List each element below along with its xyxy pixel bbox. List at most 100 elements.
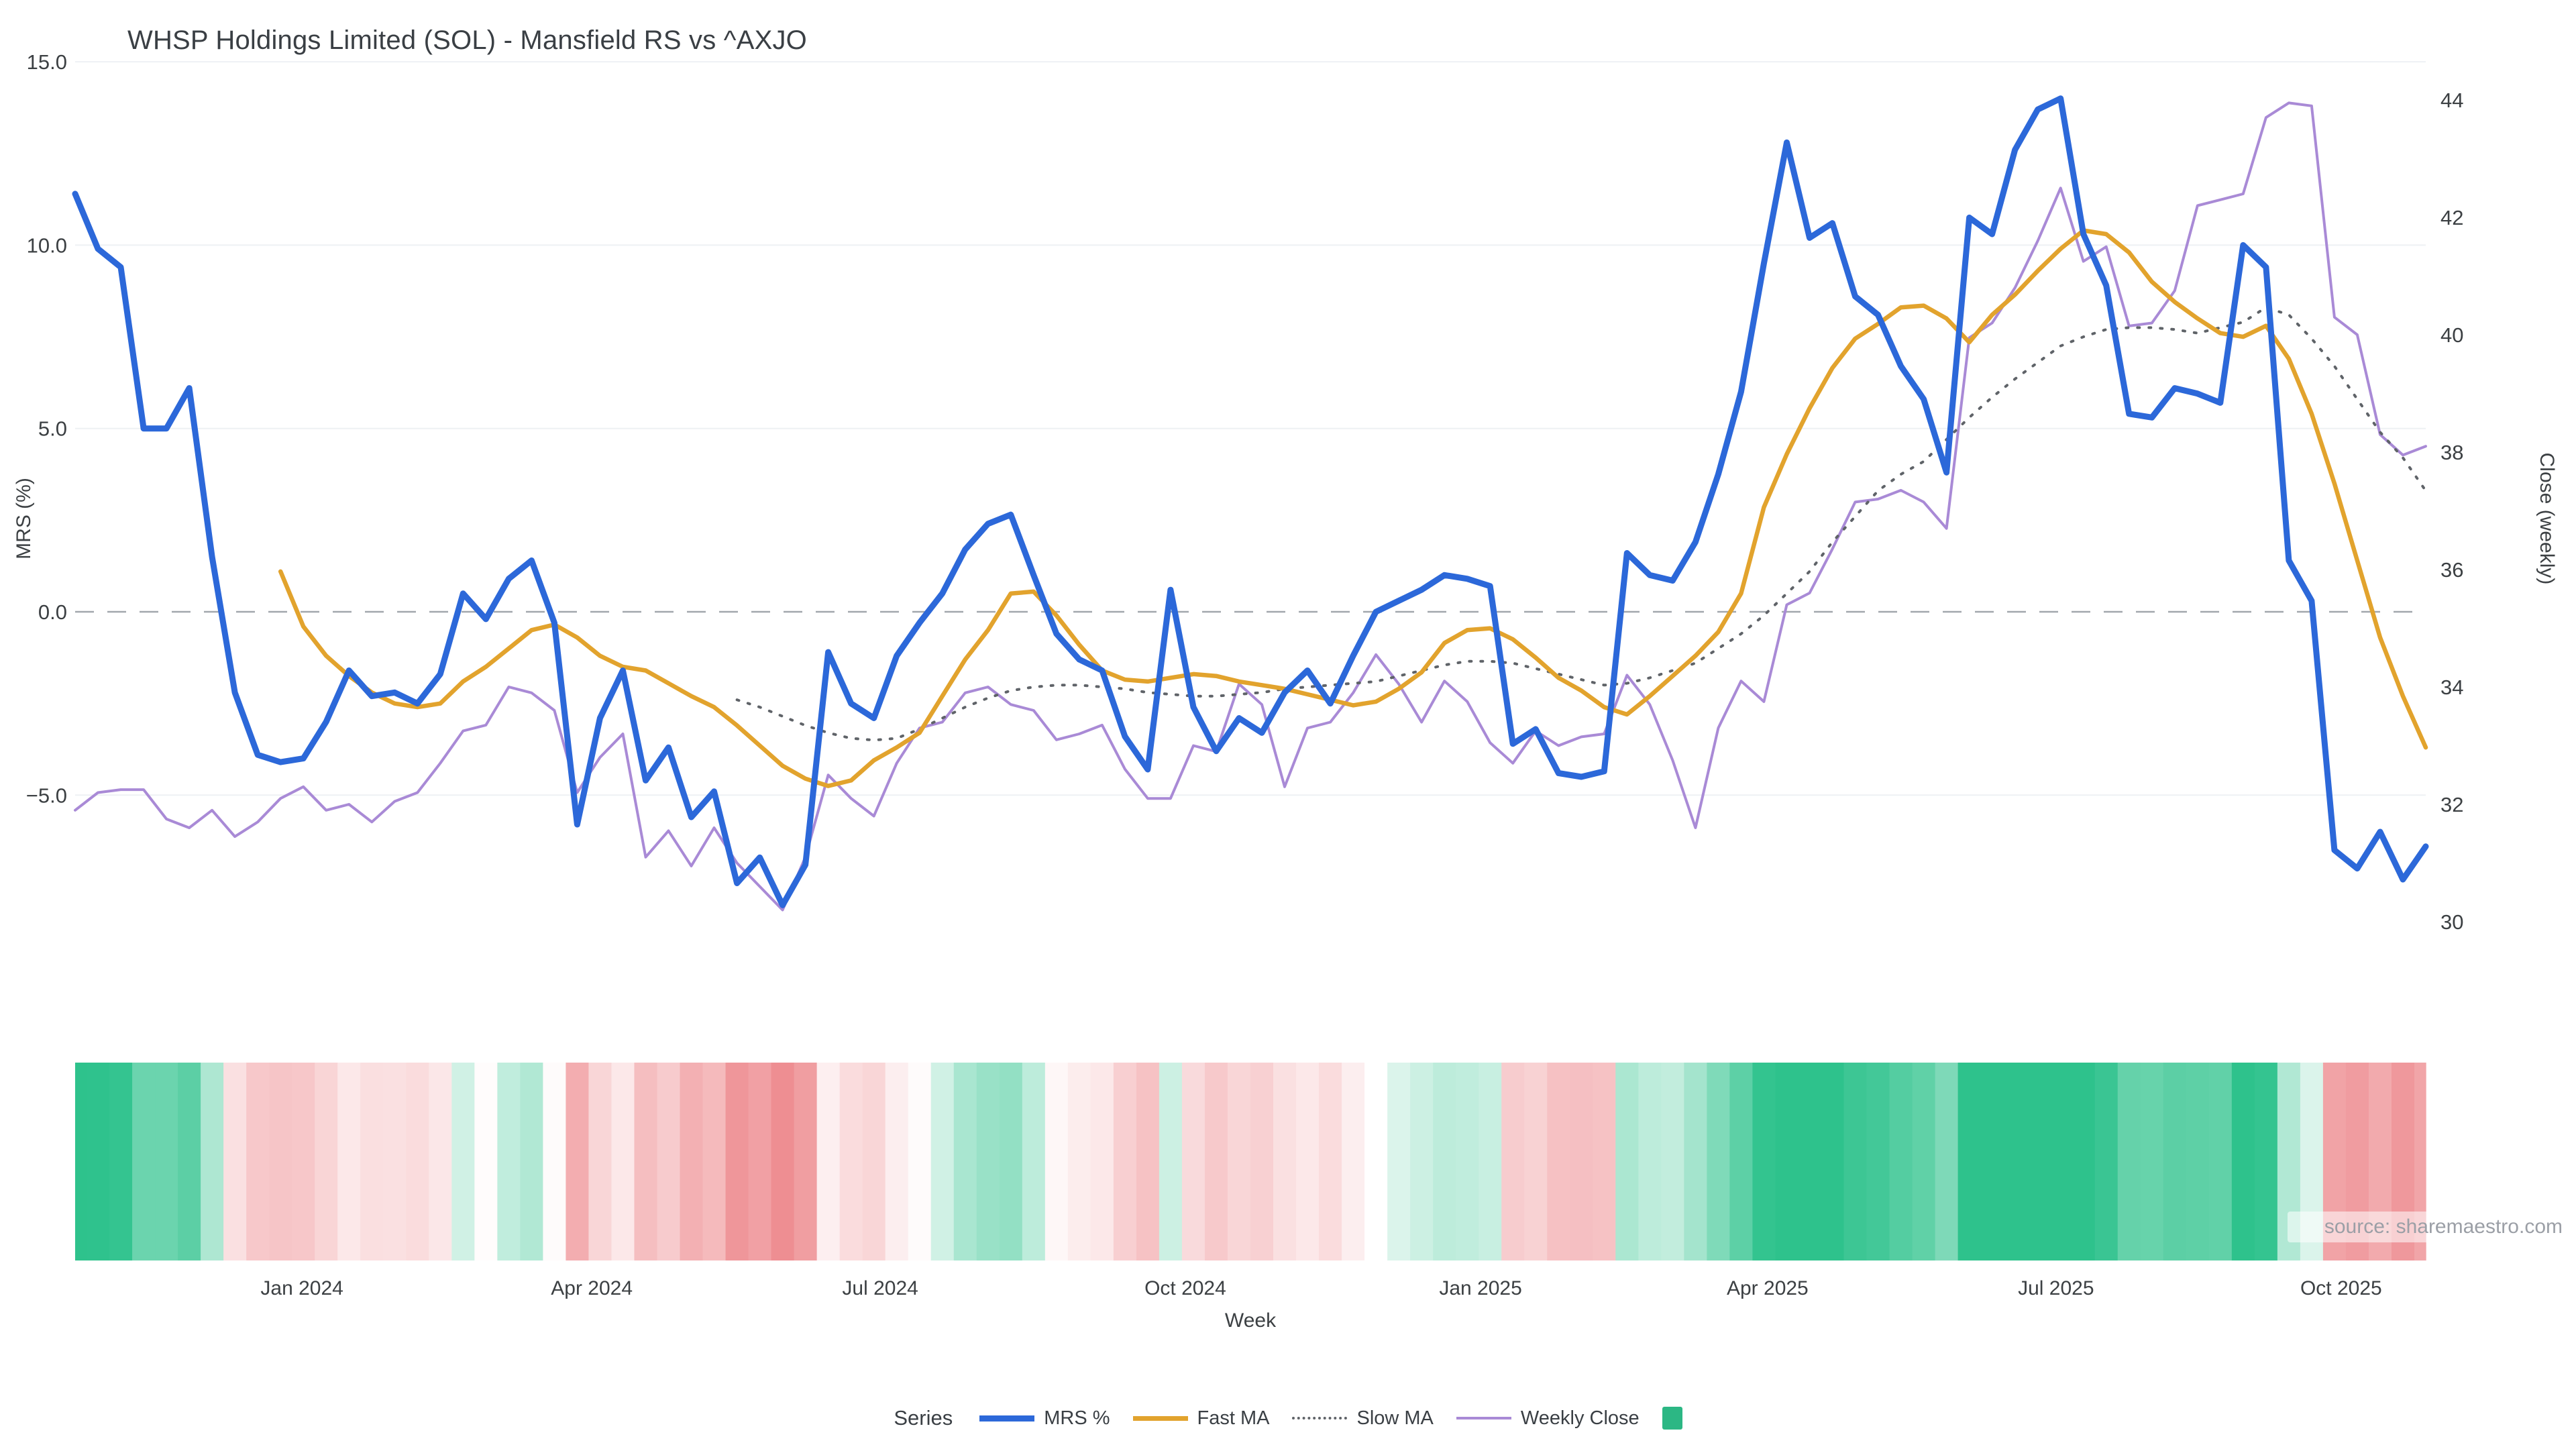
heatmap-band — [1866, 1063, 1890, 1260]
heatmap-band — [1227, 1063, 1251, 1260]
legend-item-label: Fast MA — [1197, 1407, 1270, 1429]
heatmap-band — [1067, 1063, 1091, 1260]
heatmap-band — [87, 1063, 110, 1260]
heatmap-band — [1889, 1063, 1913, 1260]
heatmap-band — [337, 1063, 361, 1260]
heatmap-band — [2414, 1063, 2426, 1260]
legend-item-fast-ma: Fast MA — [1132, 1407, 1270, 1430]
heatmap-band — [2049, 1063, 2073, 1260]
x-tick-label: Apr 2024 — [551, 1277, 633, 1299]
y-right-tick-label: 40 — [2440, 323, 2463, 347]
series-line-slow-ma — [735, 306, 2427, 742]
heatmap-band — [292, 1063, 315, 1260]
x-axis-title: Week — [1224, 1309, 1277, 1332]
heatmap-band — [2186, 1063, 2210, 1260]
heatmap-band — [269, 1063, 292, 1260]
heatmap-band — [201, 1063, 224, 1260]
legend-item-label: MRS % — [1044, 1407, 1110, 1429]
y-left-tick-label: 15.0 — [27, 50, 67, 74]
heatmap-band — [1204, 1063, 1228, 1260]
heatmap-band — [566, 1063, 590, 1260]
heatmap-band — [2072, 1063, 2096, 1260]
heatmap-band — [1479, 1063, 1502, 1260]
heatmap-band — [1159, 1063, 1183, 1260]
heatmap-strip — [75, 1063, 2426, 1260]
heatmap-band — [2140, 1063, 2164, 1260]
heatmap-band — [976, 1063, 1000, 1260]
legend-item-label: Weekly Close — [1520, 1407, 1640, 1429]
heatmap-band — [2254, 1063, 2278, 1260]
heatmap-band — [1181, 1063, 1205, 1260]
heatmap-band — [451, 1063, 476, 1260]
heatmap-band — [2026, 1063, 2050, 1260]
heatmap-band — [999, 1063, 1023, 1260]
y-axis-right-title: Close (weekly) — [2536, 452, 2558, 585]
x-tick-label: Jan 2024 — [260, 1277, 343, 1299]
heatmap-band — [1821, 1063, 1845, 1260]
heatmap-band — [816, 1063, 841, 1260]
heatmap-band — [839, 1063, 863, 1260]
heatmap-band — [1798, 1063, 1822, 1260]
y-left-tick-label: 5.0 — [38, 417, 67, 441]
weekly-close-swatch — [1456, 1417, 1511, 1419]
heatmap-band — [1570, 1063, 1593, 1260]
heatmap-band — [1387, 1063, 1411, 1260]
legend-title: Series — [894, 1406, 953, 1430]
heatmap-band — [1843, 1063, 1868, 1260]
heatmap-band — [1433, 1063, 1456, 1260]
heatmap-band — [497, 1063, 521, 1260]
series-line-weekly-close — [74, 101, 2427, 912]
heatmap-band — [474, 1063, 498, 1260]
heatmap-band — [2117, 1063, 2141, 1260]
heatmap-band — [1410, 1063, 1434, 1260]
heatmap-band — [1250, 1063, 1274, 1260]
source-credit: source: sharemaestro.com — [2288, 1212, 2569, 1242]
heatmap-band — [246, 1063, 270, 1260]
y-right-tick-label: 34 — [2440, 676, 2463, 699]
heatmap-band — [2208, 1063, 2233, 1260]
heatmap-band — [1707, 1063, 1731, 1260]
heatmap-band — [1684, 1063, 1708, 1260]
heatmap-band — [360, 1063, 384, 1260]
legend: Series MRS % Fast MA Slow MA Weekly Close — [0, 1406, 2576, 1430]
y-left-tick-label: 10.0 — [27, 233, 67, 257]
legend-item-label: Slow MA — [1356, 1407, 1434, 1429]
heatmap-band — [748, 1063, 772, 1260]
heatmap-band — [1342, 1063, 1365, 1260]
heatmap-band — [953, 1063, 977, 1260]
heatmap-band — [725, 1063, 749, 1260]
heatmap-band — [1638, 1063, 1662, 1260]
x-tick-label: Jul 2025 — [2018, 1277, 2094, 1299]
heatmap-band — [1524, 1063, 1548, 1260]
heatmap-band — [1661, 1063, 1685, 1260]
heatmap-band — [1319, 1063, 1342, 1260]
heatmap-band — [132, 1063, 156, 1260]
series-line-fast-ma — [278, 228, 2428, 788]
heatmap-band — [908, 1063, 932, 1260]
heatmap-band — [794, 1063, 818, 1260]
y-axis-right-tick-labels: 44 42 40 38 36 34 32 30 — [2440, 89, 2463, 934]
heatmap-band — [680, 1063, 704, 1260]
fast-ma-swatch — [1132, 1415, 1188, 1421]
heatmap-band — [315, 1063, 338, 1260]
gridlines — [75, 61, 2426, 796]
y-axis-left-tick-labels: 15.0 10.0 5.0 0.0 −5.0 — [26, 50, 67, 807]
y-right-tick-label: 30 — [2440, 910, 2463, 934]
heatmap-band — [1022, 1063, 1046, 1260]
heatmap-band — [930, 1063, 955, 1260]
heatmap-band — [1752, 1063, 1776, 1260]
legend-item-mrs-: MRS % — [979, 1407, 1110, 1430]
heatmap-band — [2163, 1063, 2187, 1260]
mrs--swatch — [979, 1415, 1035, 1421]
legend-item-slow-ma: Slow MA — [1292, 1407, 1434, 1430]
heatmap-band — [1364, 1063, 1388, 1260]
heatmap-band — [1980, 1063, 2004, 1260]
heatmap-band — [1090, 1063, 1114, 1260]
y-right-tick-label: 38 — [2440, 441, 2463, 464]
heatmap-band — [1957, 1063, 1982, 1260]
heatmap-band — [1456, 1063, 1479, 1260]
heatmap-band — [1501, 1063, 1525, 1260]
heatmap-band — [702, 1063, 727, 1260]
